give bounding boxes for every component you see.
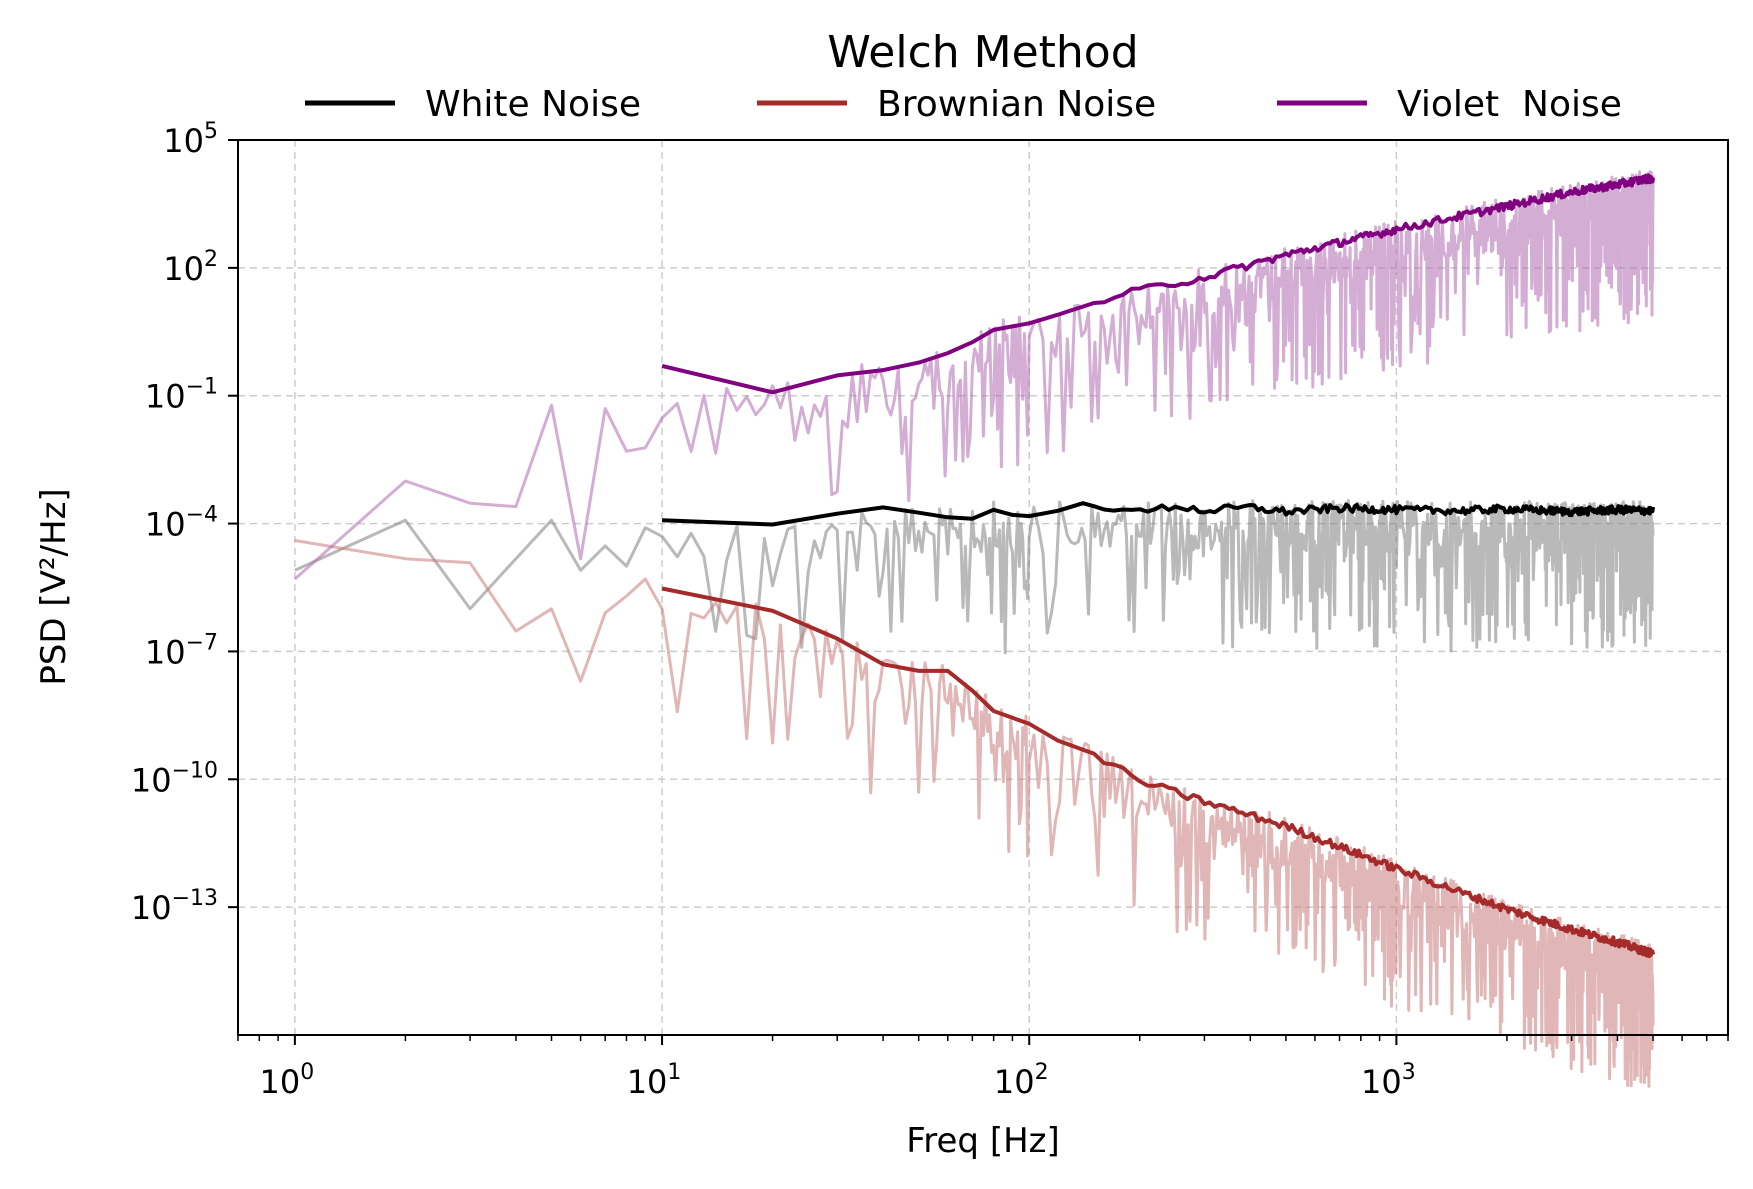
periodogram-line: [294, 539, 1655, 1088]
welch-series-line: [661, 586, 1656, 959]
x-ticks: 100 101 102 103: [237, 1035, 1729, 1101]
y-tick-label: 10−7: [145, 630, 218, 671]
legend-label-violet: Violet Noise: [1397, 84, 1622, 125]
chart-title: Welch Method: [827, 27, 1138, 78]
plot-frame: [237, 139, 1729, 1036]
x-axis-label: Freq [Hz]: [906, 1121, 1060, 1161]
y-axis-label: PSD [V²/Hz]: [34, 488, 74, 685]
legend-label-brownian: Brownian Noise: [877, 84, 1156, 125]
y-tick-label: 105: [163, 119, 218, 160]
x-tick-label: 102: [994, 1060, 1049, 1101]
y-tick-label: 10−10: [131, 758, 218, 799]
y-tick-label: 10−1: [145, 375, 218, 416]
legend-label-white: White Noise: [425, 84, 641, 125]
y-tick-label: 10−13: [131, 886, 218, 927]
legend: White Noise Brownian Noise Violet Noise: [305, 84, 1622, 125]
welch-lines: [661, 173, 1656, 959]
welch-series-line: [662, 501, 1656, 527]
periodogram-line: [294, 499, 1655, 655]
x-tick-label: 103: [1361, 1060, 1416, 1101]
welch-series-line: [661, 173, 1656, 395]
y-tick-label: 10−4: [145, 503, 218, 544]
x-tick-label: 101: [627, 1060, 682, 1101]
y-tick-label: 102: [163, 247, 218, 288]
y-ticks: 105 102 10−1 10−4 10−7 10−10 10−13: [131, 119, 238, 927]
x-tick-label: 100: [260, 1060, 315, 1101]
